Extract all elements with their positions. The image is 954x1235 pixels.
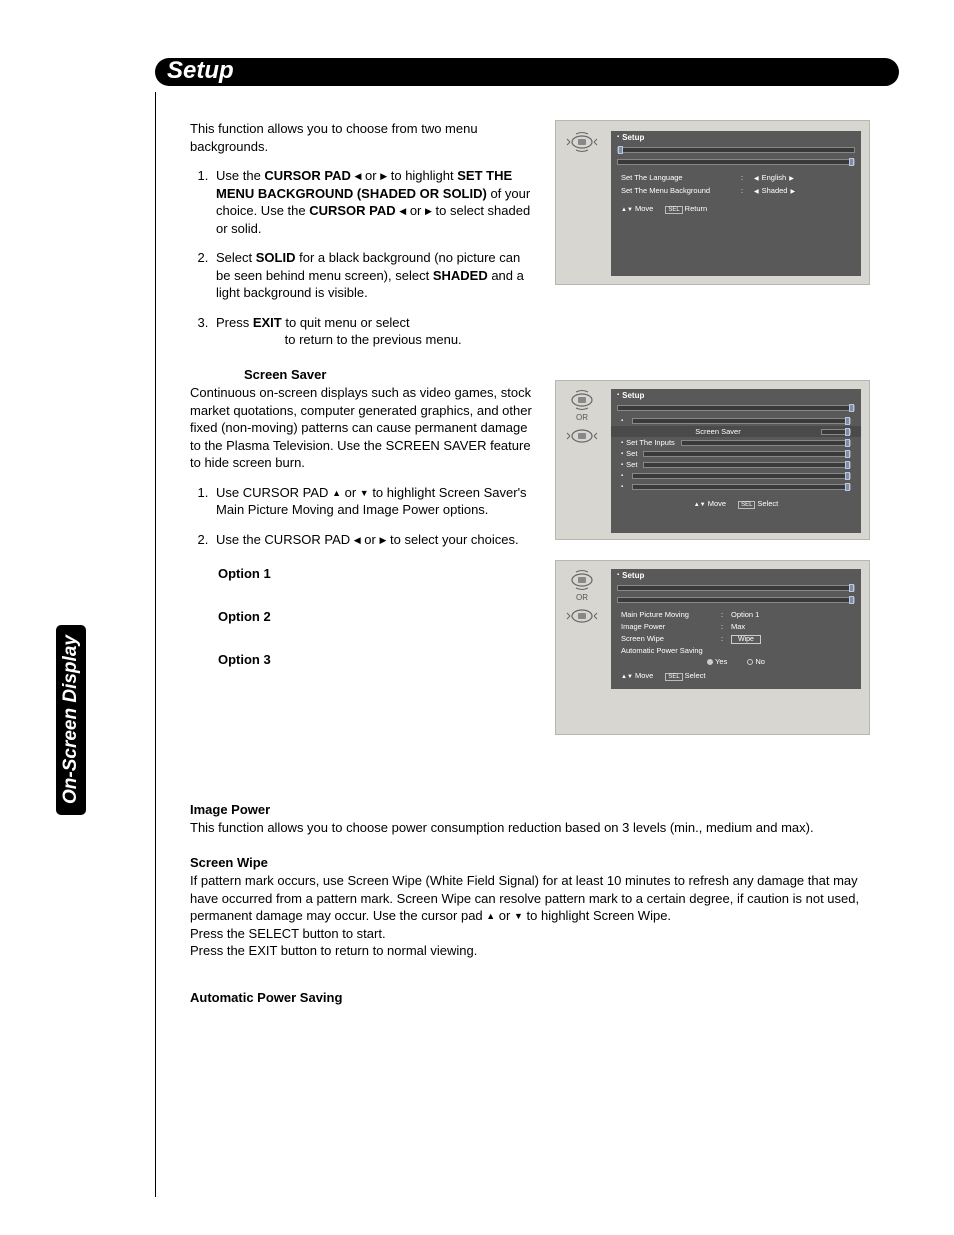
- osd1-footer: ▲▼ Move SELReturn: [611, 201, 861, 216]
- radio-empty-icon: [747, 659, 753, 665]
- image-power-section: Image Power This function allows you to …: [190, 802, 870, 849]
- remote-icon: [566, 569, 598, 591]
- osd-menu-2: ▪ Setup ▪ Screen Saver ▪Set The Inputs ▪…: [611, 389, 861, 533]
- ss-step-2: Use the CURSOR PAD or to select your cho…: [212, 531, 535, 549]
- image-power-heading: Image Power: [190, 802, 870, 817]
- screen-wipe-line2: Press the SELECT button to start.: [190, 925, 870, 943]
- triangle-up-icon: [486, 908, 495, 923]
- steps-list-2: Use CURSOR PAD or to highlight Screen Sa…: [190, 484, 535, 549]
- section-tab: On-Screen Display: [56, 625, 86, 815]
- osd3-row-yesno: Yes No: [611, 656, 861, 668]
- triangle-right-icon: [425, 203, 432, 218]
- left-content: This function allows you to choose from …: [190, 120, 535, 677]
- osd2-row-2: ▪Set: [611, 448, 861, 459]
- triangle-up-icon: [332, 485, 341, 500]
- ss-step-1: Use CURSOR PAD or to highlight Screen Sa…: [212, 484, 535, 519]
- osd2-row-blank: ▪: [611, 415, 861, 426]
- osd2-row-highlight: Screen Saver: [611, 426, 861, 437]
- osd2-title-row: ▪ Setup: [611, 389, 861, 401]
- screen-wipe-heading: Screen Wipe: [190, 855, 870, 870]
- osd3-row-4: Automatic Power Saving: [611, 645, 861, 657]
- option-2-label: Option 2: [218, 609, 535, 624]
- osd2-footer: ▲▼ Move SELSelect: [611, 496, 861, 511]
- screen-saver-body: Continuous on-screen displays such as vi…: [190, 384, 535, 472]
- remote-icon: [566, 605, 598, 627]
- triangle-left-icon: [354, 532, 361, 547]
- image-power-body: This function allows you to choose power…: [190, 819, 870, 837]
- osd3-row-1: Main Picture Moving : Option 1: [611, 609, 861, 621]
- osd3-row-3: Screen Wipe : Wipe: [611, 633, 861, 645]
- option-1-label: Option 1: [218, 566, 535, 581]
- section-tab-label: On-Screen Display: [60, 636, 81, 805]
- screen-wipe-body: If pattern mark occurs, use Screen Wipe …: [190, 872, 870, 925]
- osd1-row-1: Set The Language : ◀English▶: [611, 172, 861, 185]
- osd-panel-3: OR ▪ Setup Main Picture Moving : Option …: [555, 560, 870, 735]
- osd1-title-row: ▪ Setup: [611, 131, 861, 143]
- step-2: Select SOLID for a black background (no …: [212, 249, 535, 302]
- auto-power-heading: Automatic Power Saving: [190, 990, 870, 1005]
- osd3-row-2: Image Power : Max: [611, 621, 861, 633]
- screen-wipe-section: Screen Wipe If pattern mark occurs, use …: [190, 855, 870, 972]
- osd3-title-row: ▪ Setup: [611, 569, 861, 581]
- triangle-down-icon: [514, 908, 523, 923]
- osd2-row-3: ▪Set: [611, 459, 861, 470]
- intro-paragraph: This function allows you to choose from …: [190, 120, 535, 155]
- triangle-down-icon: [360, 485, 369, 500]
- page-title-bar: Setup: [155, 58, 899, 86]
- osd3-title: Setup: [622, 571, 644, 580]
- option-3-label: Option 3: [218, 652, 535, 667]
- osd-panel-2: OR ▪ Setup ▪ Screen Saver ▪Set The Input…: [555, 380, 870, 540]
- osd2-row-1: ▪Set The Inputs: [611, 437, 861, 448]
- screen-wipe-line3: Press the EXIT button to return to norma…: [190, 942, 870, 960]
- osd3-footer: ▲▼ Move SELSelect: [611, 668, 861, 683]
- osd2-row-blank3: ▪: [611, 481, 861, 492]
- remote-icon: [566, 131, 598, 153]
- step-3: Press EXIT to quit menu or select xxxxxx…: [212, 314, 535, 349]
- step-1: Use the CURSOR PAD or to highlight SET T…: [212, 167, 535, 237]
- osd2-title: Setup: [622, 391, 644, 400]
- osd1-title: Setup: [622, 133, 644, 142]
- or-label: OR: [566, 413, 598, 422]
- radio-filled-icon: [707, 659, 713, 665]
- osd-menu-3: ▪ Setup Main Picture Moving : Option 1 I…: [611, 569, 861, 689]
- osd-menu-1: ▪ Setup Set The Language : ◀English▶ Set…: [611, 131, 861, 276]
- osd2-row-blank2: ▪: [611, 470, 861, 481]
- or-label: OR: [566, 593, 598, 602]
- auto-power-section: Automatic Power Saving: [190, 990, 870, 1007]
- remote-icon: [566, 389, 598, 411]
- page-title: Setup: [167, 57, 234, 84]
- vertical-divider: [155, 92, 156, 1197]
- osd1-row-2: Set The Menu Background : ◀Shaded▶: [611, 185, 861, 198]
- screen-saver-heading: Screen Saver: [244, 367, 535, 382]
- remote-icon: [566, 425, 598, 447]
- steps-list-1: Use the CURSOR PAD or to highlight SET T…: [190, 167, 535, 349]
- osd-panel-1: ▪ Setup Set The Language : ◀English▶ Set…: [555, 120, 870, 285]
